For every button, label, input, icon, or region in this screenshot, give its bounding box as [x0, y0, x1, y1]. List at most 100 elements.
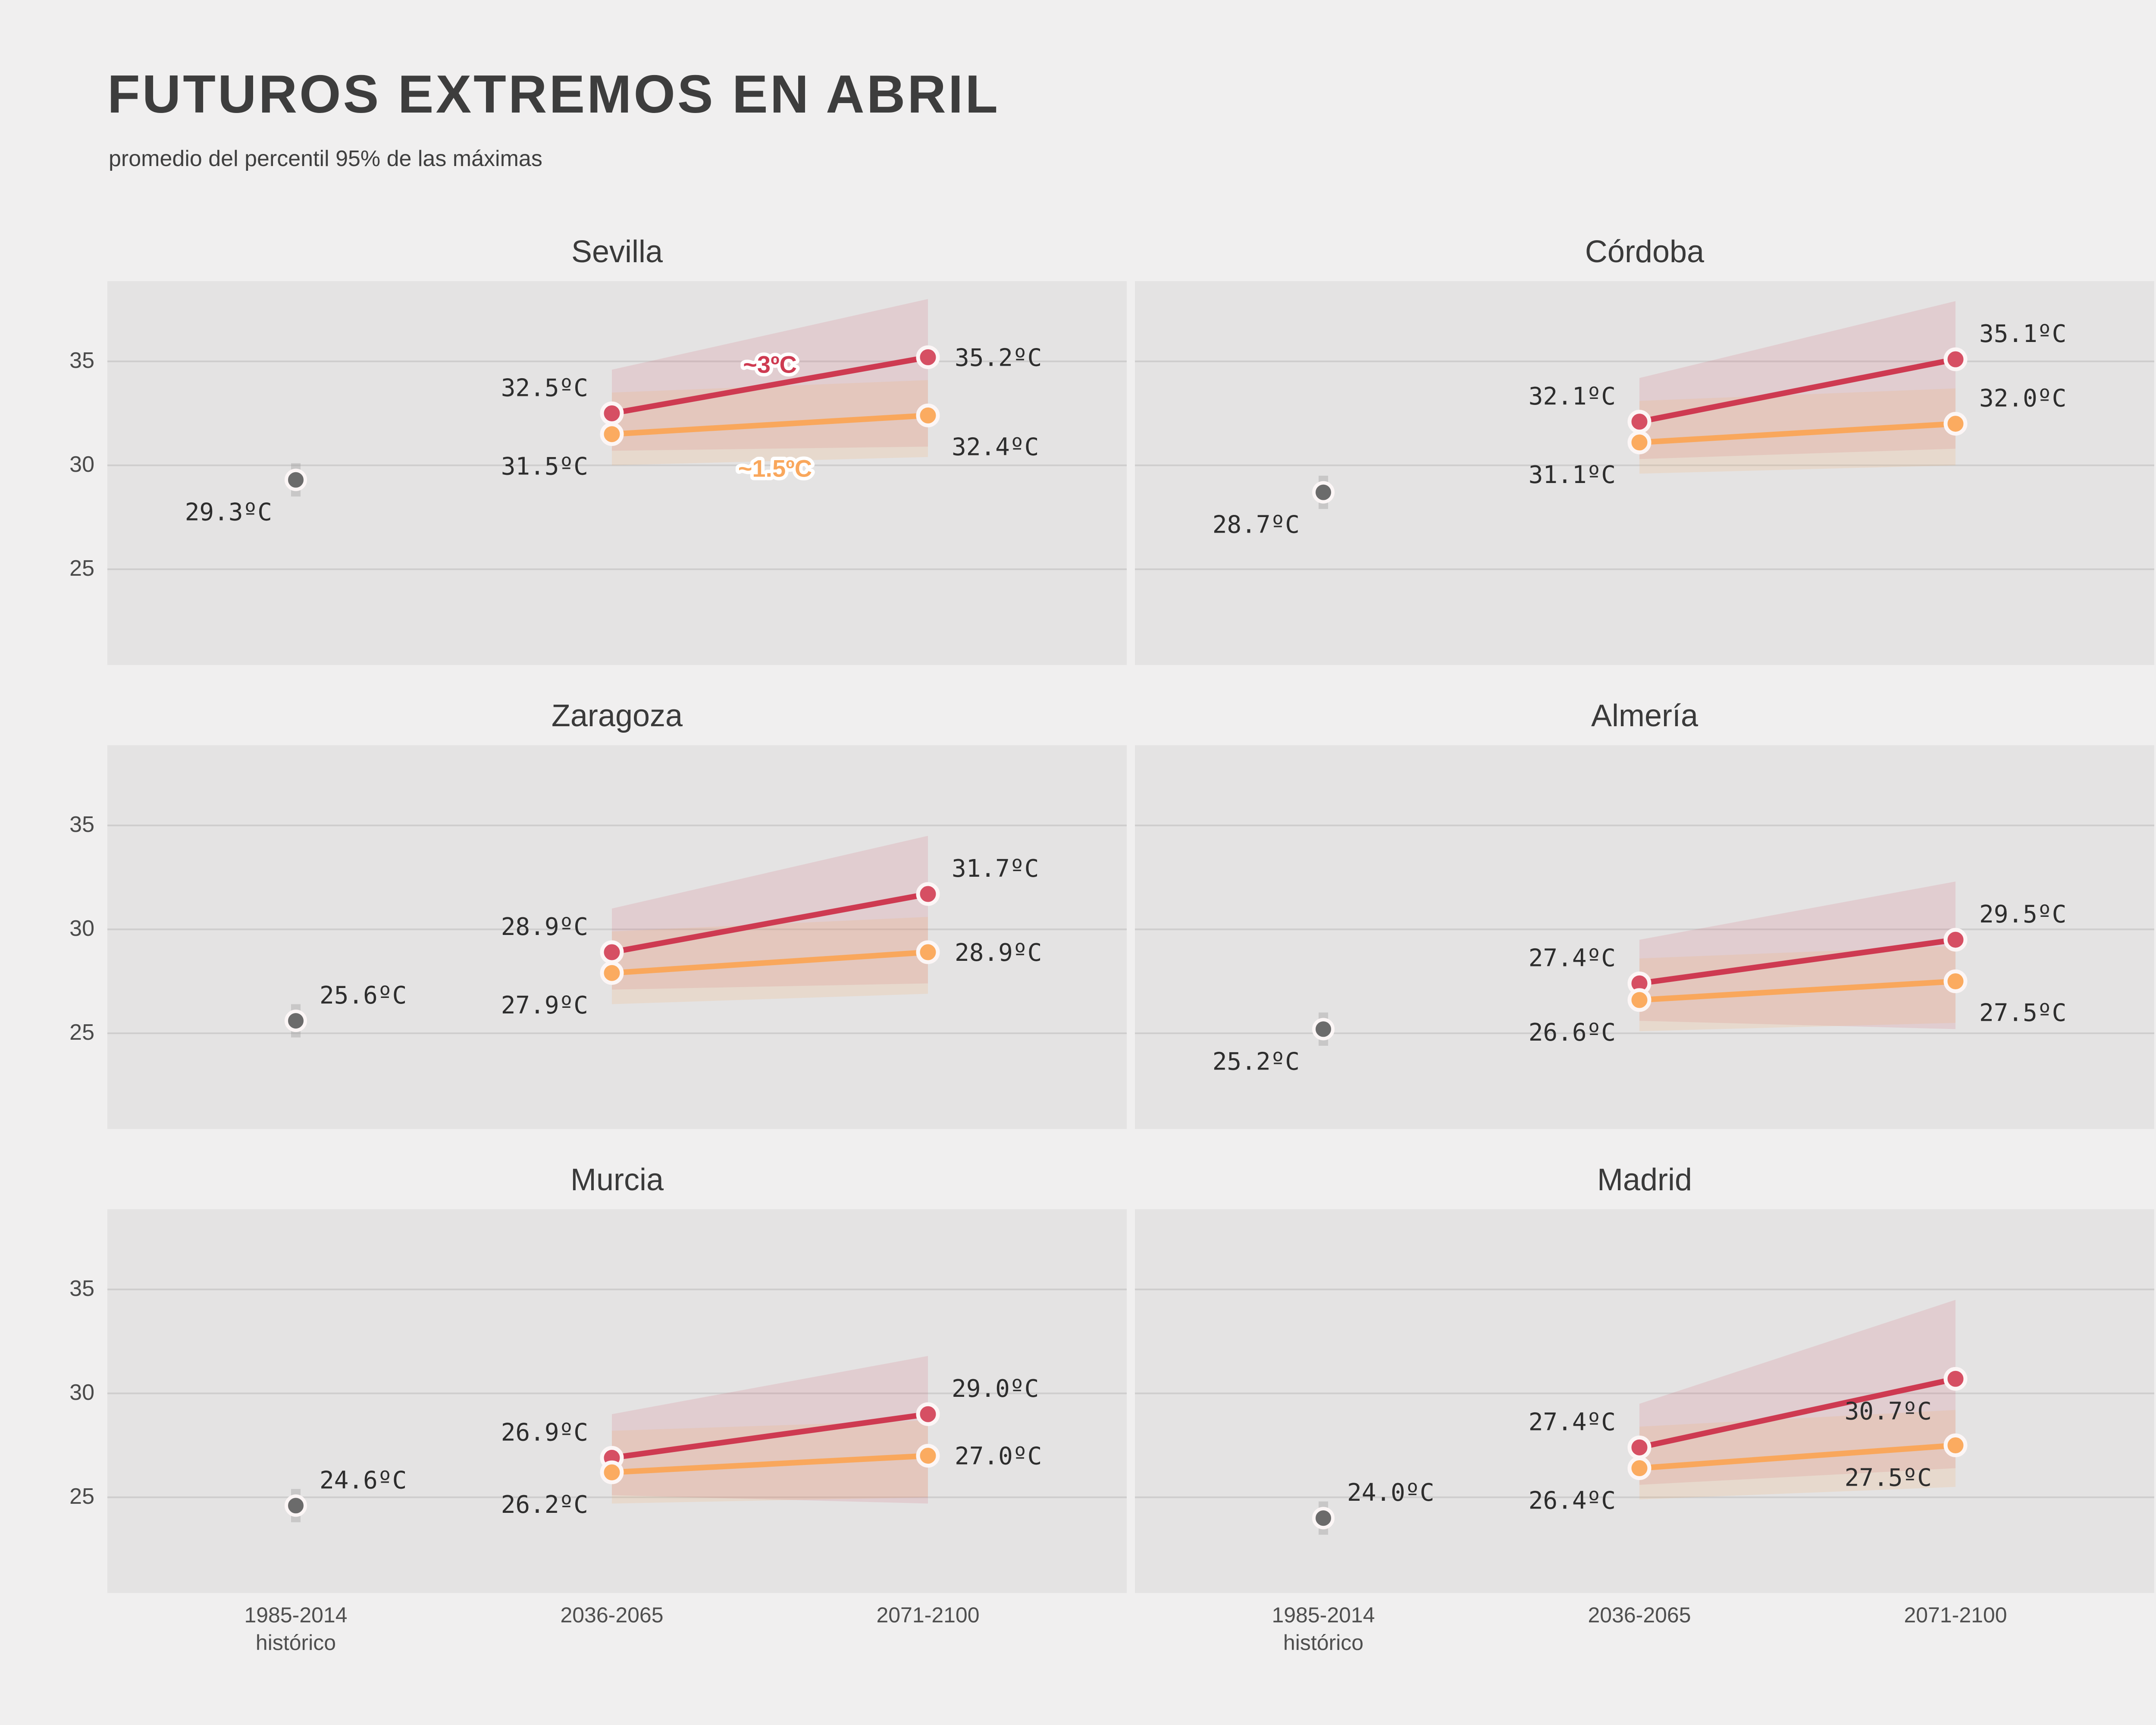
value-label: 30.7ºC	[1845, 1397, 1932, 1425]
orange-point-2071-2100	[916, 940, 940, 964]
panel-córdoba: 28.7ºC 32.1ºC 35.1ºC 31.1ºC 32.0ºC	[1135, 281, 2154, 665]
orange-point-2036-2065	[600, 422, 624, 446]
panel-title-almería: Almería	[1591, 699, 1698, 733]
value-label: 35.2ºC	[955, 344, 1042, 372]
historic-point	[1312, 1507, 1335, 1530]
orange-point-2071-2100	[916, 403, 940, 427]
value-label: 26.9ºC	[501, 1418, 588, 1446]
value-label: 32.0ºC	[1979, 385, 2066, 413]
value-label: 25.2ºC	[1213, 1048, 1300, 1076]
panel-madrid: 24.0ºC 27.4ºC 30.7ºC 26.4ºC 27.5ºC	[1135, 1209, 2154, 1593]
orange-scenario-line	[1639, 421, 1956, 445]
historic-point	[285, 1010, 307, 1032]
red-point-2071-2100	[1943, 928, 1968, 952]
orange-point-2036-2065	[1627, 430, 1651, 455]
orange-point-2071-2100	[1943, 1433, 1968, 1457]
value-label: 27.5ºC	[1979, 999, 2066, 1027]
panel-background	[1135, 1209, 2154, 1593]
value-label: 29.0ºC	[952, 1375, 1039, 1403]
red-point-2036-2065	[600, 940, 624, 964]
y-tick-35: 35	[69, 1276, 94, 1301]
panel-background	[107, 281, 1127, 665]
red-uncertainty-band	[1639, 301, 1955, 459]
value-label: 28.9ºC	[955, 939, 1042, 967]
value-label: 29.5ºC	[1979, 900, 2066, 928]
panel-title-sevilla: Sevilla	[571, 235, 663, 269]
orange-point-2036-2065	[600, 1460, 624, 1484]
value-label: 25.6ºC	[320, 982, 407, 1010]
panel-title-murcia: Murcia	[570, 1163, 664, 1197]
orange-scenario-line	[1639, 1443, 1956, 1471]
x-tick-2071-2100: 2071-2100	[1904, 1603, 2007, 1627]
historic-point	[285, 468, 307, 491]
orange-point-2071-2100	[916, 1444, 940, 1468]
red-scenario-line	[1639, 1376, 1956, 1450]
x-tick-2036-2065: 2036-2065	[560, 1603, 664, 1627]
panel-title-madrid: Madrid	[1597, 1163, 1692, 1197]
orange-scenario-line	[611, 1453, 928, 1475]
y-tick-35: 35	[69, 348, 94, 373]
orange-scenario-line	[611, 949, 928, 976]
red-point-2071-2100	[916, 1402, 940, 1426]
delta-annotation-red: ~3ºC	[743, 351, 797, 378]
orange-point-2036-2065	[600, 961, 624, 985]
red-point-2071-2100	[1943, 1367, 1968, 1391]
page-title: FUTUROS EXTREMOS EN ABRIL	[107, 65, 1000, 124]
red-point-2036-2065	[1627, 410, 1651, 434]
panel-background	[107, 1209, 1127, 1593]
x-tick-2071-2100: 2071-2100	[876, 1603, 980, 1627]
value-label: 27.9ºC	[501, 991, 588, 1019]
value-label: 35.1ºC	[1979, 320, 2066, 348]
orange-scenario-line	[1639, 979, 1956, 1003]
x-tick-1985-2014: 1985-2014	[244, 1603, 348, 1627]
value-label: 31.1ºC	[1529, 461, 1616, 489]
value-label: 32.4ºC	[952, 433, 1039, 461]
red-uncertainty-band	[612, 299, 928, 451]
value-label: 27.4ºC	[1529, 944, 1616, 972]
y-tick-30: 30	[69, 916, 94, 941]
x-tick-2036-2065: 2036-2065	[1588, 1603, 1691, 1627]
red-point-2071-2100	[916, 345, 940, 369]
value-label: 31.5ºC	[501, 453, 588, 481]
orange-scenario-line	[611, 412, 928, 437]
red-scenario-line	[1639, 937, 1956, 986]
historic-point	[1312, 1018, 1335, 1041]
red-point-2071-2100	[916, 882, 940, 906]
y-tick-25: 25	[69, 1020, 94, 1045]
value-label: 24.0ºC	[1347, 1479, 1434, 1507]
red-scenario-line	[611, 891, 929, 955]
value-label: 27.4ºC	[1529, 1408, 1616, 1436]
panel-sevilla: 29.3ºC 32.5ºC 35.2ºC 31.5ºC 32.4ºC ~3ºC ~1.5ºC	[107, 281, 1127, 665]
y-tick-25: 25	[69, 556, 94, 581]
red-point-2071-2100	[1943, 347, 1968, 371]
panel-title-córdoba: Córdoba	[1585, 235, 1705, 269]
delta-annotation-orange: ~1.5ºC	[738, 455, 812, 482]
value-label: 26.6ºC	[1529, 1019, 1616, 1047]
x-tick-historico: histórico	[255, 1631, 336, 1655]
red-scenario-line	[1639, 356, 1956, 425]
panel-background	[1135, 745, 2154, 1129]
panel-murcia: 24.6ºC 26.9ºC 29.0ºC 26.2ºC 27.0ºC	[107, 1209, 1127, 1593]
y-tick-30: 30	[69, 452, 94, 477]
value-label: 26.4ºC	[1529, 1487, 1616, 1515]
orange-point-2071-2100	[1943, 412, 1968, 436]
y-tick-30: 30	[69, 1380, 94, 1405]
value-label: 28.9ºC	[501, 913, 588, 941]
panel-background	[1135, 281, 2154, 665]
red-scenario-line	[611, 1411, 928, 1461]
orange-point-2036-2065	[1627, 1456, 1651, 1480]
historic-point	[285, 1494, 307, 1517]
red-point-2036-2065	[600, 401, 624, 425]
value-label: 31.7ºC	[952, 855, 1039, 883]
panel-background	[107, 745, 1127, 1129]
value-label: 29.3ºC	[185, 499, 272, 527]
red-uncertainty-band	[1639, 1300, 1955, 1485]
value-label: 28.7ºC	[1213, 511, 1300, 539]
red-point-2036-2065	[1627, 1435, 1651, 1459]
page-subtitle: promedio del percentil 95% de las máxima…	[109, 146, 542, 171]
orange-point-2036-2065	[1627, 988, 1651, 1012]
y-tick-25: 25	[69, 1484, 94, 1509]
red-scenario-line	[611, 354, 929, 416]
y-tick-35: 35	[69, 812, 94, 837]
